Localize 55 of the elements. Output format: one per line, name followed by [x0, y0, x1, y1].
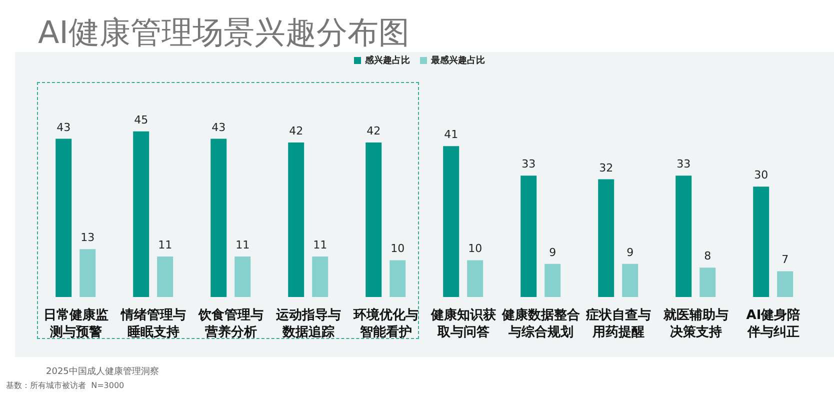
- x-tick-label: 健康数据整合与综合规划: [500, 307, 580, 340]
- x-tick-label: 饮食管理与营养分析: [197, 308, 264, 340]
- x-tick-label: 就医辅助与决策支持: [662, 307, 728, 340]
- data-label: 9: [549, 246, 556, 259]
- bar: [133, 131, 150, 297]
- text: 2025中国成人健康管理洞察: [46, 366, 159, 378]
- legend-label: 最感兴趣占比: [431, 56, 485, 66]
- data-label: 41: [444, 128, 458, 142]
- data-label: 42: [289, 124, 304, 138]
- data-label: 11: [236, 238, 250, 252]
- chart-title: AI健康管理场景兴趣分布图: [38, 14, 410, 53]
- x-tick-label: 健康知识获取与问答: [430, 307, 496, 340]
- data-label: 10: [468, 242, 482, 256]
- data-label: 42: [366, 124, 381, 138]
- data-label: 8: [704, 250, 712, 263]
- bar: [544, 264, 561, 297]
- bar: [390, 260, 406, 297]
- bar: [700, 268, 716, 297]
- bar: [366, 142, 382, 297]
- bar: [234, 256, 251, 297]
- bar: [520, 176, 537, 297]
- data-label: 30: [754, 168, 768, 182]
- bar: [443, 146, 460, 297]
- bar: [777, 271, 794, 297]
- bar: [598, 179, 614, 297]
- data-label: 33: [676, 158, 691, 171]
- data-label: 32: [599, 161, 614, 174]
- data-label: 13: [80, 231, 95, 244]
- bar: [467, 260, 484, 297]
- x-tick-label: AI健身陪伴与纠正: [746, 307, 800, 340]
- bar: [622, 264, 638, 297]
- x-tick-label: 情绪管理与睡眠支持: [120, 308, 186, 340]
- text: 基数：所有城市被访者 N=3000: [6, 380, 124, 391]
- bar: [676, 176, 692, 297]
- bar: [288, 142, 304, 297]
- data-label: 33: [522, 158, 536, 171]
- bar: [80, 249, 96, 297]
- data-label: 11: [313, 238, 328, 252]
- bar: [56, 138, 72, 297]
- x-tick-label: 日常健康监测与预警: [43, 307, 108, 340]
- bar: [157, 256, 174, 297]
- data-label: 43: [56, 120, 71, 134]
- bar: [312, 256, 328, 297]
- bar: [753, 186, 770, 297]
- data-label: 9: [626, 246, 634, 259]
- x-tick-label: 运动指导与数据追踪: [274, 307, 341, 340]
- bar: [210, 138, 227, 297]
- legend-label: 感兴趣占比: [365, 56, 410, 66]
- x-tick-label: 症状自查与用药提醒: [584, 307, 651, 340]
- data-label: 43: [212, 120, 226, 134]
- data-label: 45: [134, 113, 148, 126]
- data-label: 11: [158, 238, 172, 252]
- x-tick-label: 环境优化与智能看护: [352, 307, 418, 340]
- data-label: 10: [390, 242, 405, 256]
- data-label: 7: [782, 253, 789, 266]
